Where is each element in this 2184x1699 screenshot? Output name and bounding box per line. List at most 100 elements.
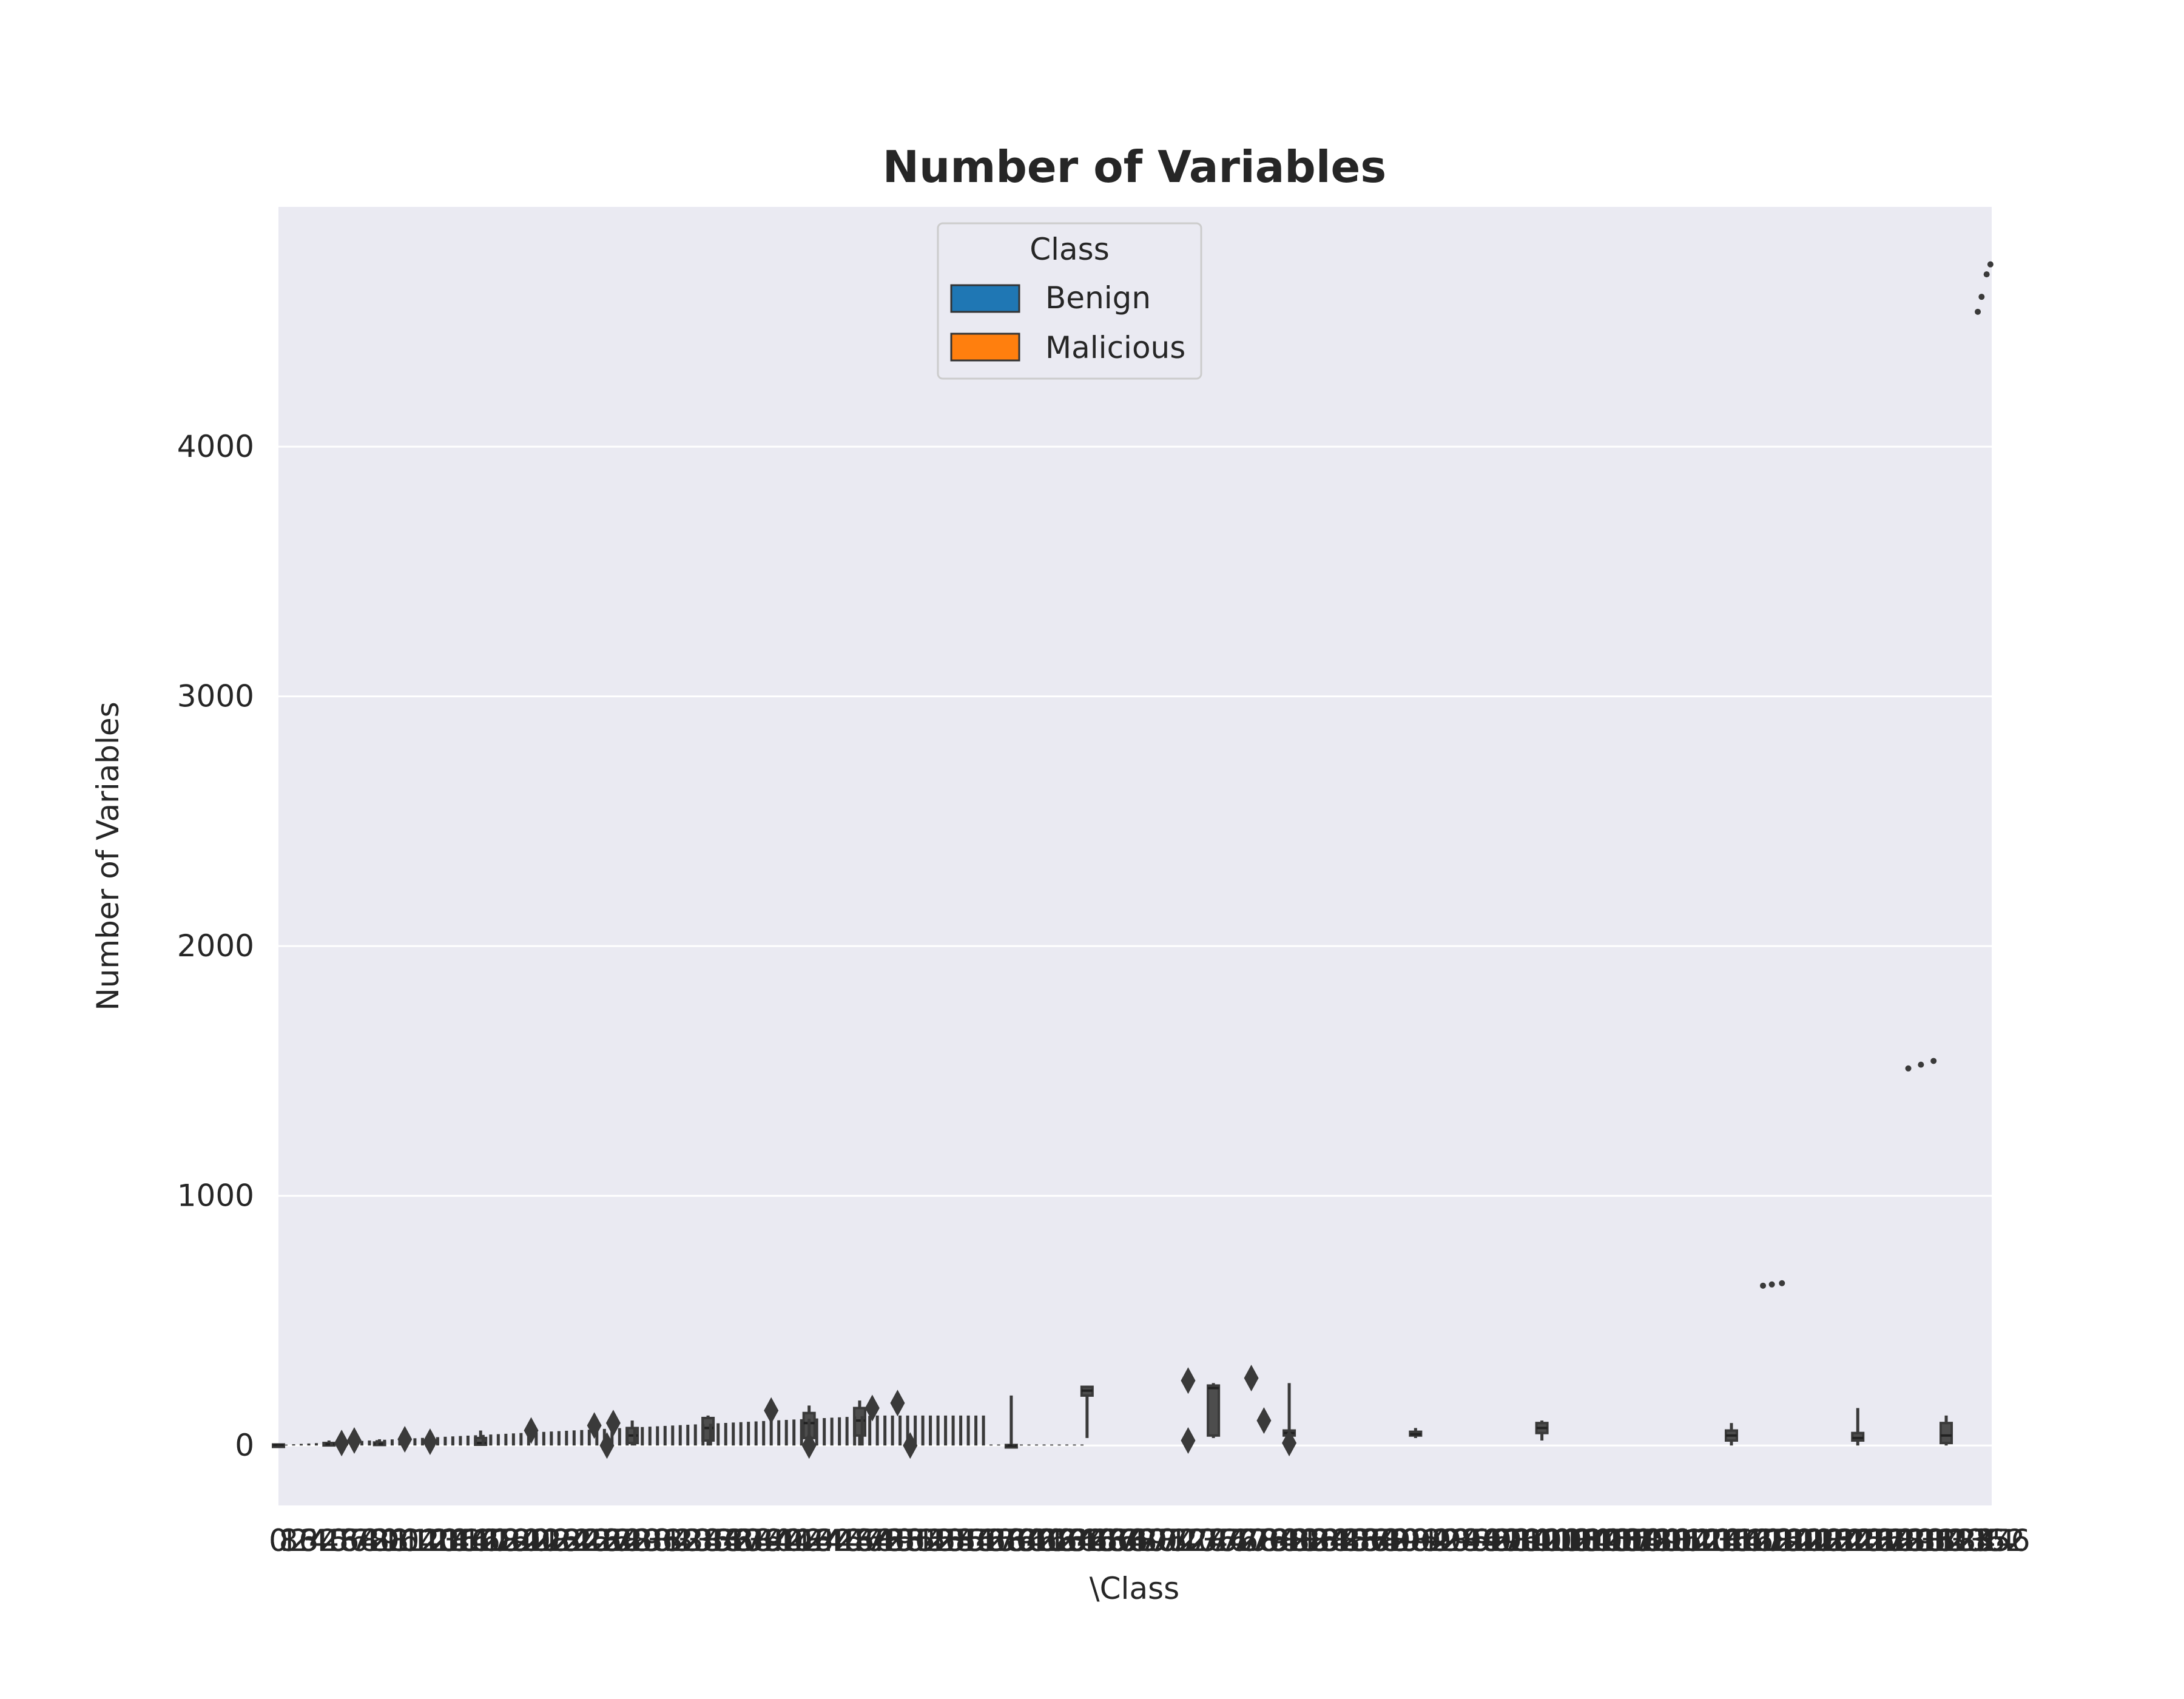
x-tick-label: 1288 — [1867, 1523, 1944, 1558]
x-tick-label: 1192 — [1746, 1523, 1823, 1558]
x-tick-label: 688 — [1119, 1523, 1176, 1558]
x-tick-label: 248 — [563, 1523, 621, 1558]
x-tick-label: 656 — [1078, 1523, 1136, 1558]
x-tick-label: 272 — [593, 1523, 651, 1558]
x-tick-label: 240 — [553, 1523, 610, 1558]
x-tick-label: 616 — [1028, 1523, 1085, 1558]
x-tick-label: 544 — [937, 1523, 994, 1558]
x-tick-label: 896 — [1381, 1523, 1439, 1558]
x-tick-label: 1296 — [1877, 1523, 1954, 1558]
x-tick-label: 824 — [1290, 1523, 1348, 1558]
x-tick-label: 904 — [1392, 1523, 1449, 1558]
x-tick-label: 880 — [1361, 1523, 1419, 1558]
x-tick-label: 80 — [360, 1523, 399, 1558]
x-tick-label: 152 — [442, 1523, 499, 1558]
x-tick-label: 408 — [765, 1523, 823, 1558]
x-tick-label: 1128 — [1665, 1523, 1742, 1558]
x-tick-label: 48 — [320, 1523, 359, 1558]
x-tick-label: 120 — [401, 1523, 459, 1558]
outlier-diamond — [890, 1390, 905, 1417]
x-tick-label: 360 — [704, 1523, 762, 1558]
x-tick-label: 776 — [1230, 1523, 1287, 1558]
chart-title: Number of Variables — [883, 141, 1386, 192]
outlier-point — [1987, 261, 1994, 268]
outlier-diamond — [587, 1412, 602, 1439]
x-tick-label: 856 — [1331, 1523, 1389, 1558]
box-marks — [272, 261, 1994, 1459]
x-tick-label: 832 — [1301, 1523, 1358, 1558]
x-tick-label: 376 — [724, 1523, 782, 1558]
x-tick-label: 960 — [1463, 1523, 1520, 1558]
x-tick-label: 848 — [1321, 1523, 1378, 1558]
outlier-diamond — [903, 1432, 918, 1459]
x-tick-label: 480 — [856, 1523, 914, 1558]
x-tick-label: 168 — [462, 1523, 519, 1558]
x-tick-label: 1024 — [1534, 1523, 1611, 1558]
x-tick-label: 696 — [1129, 1523, 1187, 1558]
legend: Class Benign Malicious — [937, 222, 1202, 380]
x-tick-label: 1144 — [1685, 1523, 1762, 1558]
x-tick-label: 72 — [350, 1523, 389, 1558]
x-tick-label: 576 — [977, 1523, 1035, 1558]
x-tick-label: 320 — [654, 1523, 712, 1558]
x-tick-label: 1088 — [1614, 1523, 1691, 1558]
x-tick-label: 216 — [522, 1523, 580, 1558]
x-tick-label: 1080 — [1605, 1523, 1682, 1558]
x-tick-label: 1136 — [1675, 1523, 1752, 1558]
x-tick-label: 792 — [1250, 1523, 1308, 1558]
x-tick-label: 760 — [1210, 1523, 1267, 1558]
x-tick-label: 944 — [1442, 1523, 1500, 1558]
x-tick-label: 864 — [1341, 1523, 1399, 1558]
y-tick-label: 4000 — [177, 429, 254, 464]
x-tick-label: 1200 — [1756, 1523, 1833, 1558]
x-tick-label: 664 — [1088, 1523, 1146, 1558]
outlier-point — [1975, 308, 1981, 315]
x-tick-label: 392 — [745, 1523, 803, 1558]
x-ticks: 0816243240485664728088961041121201281361… — [269, 1523, 2031, 1558]
x-tick-label: 528 — [917, 1523, 974, 1558]
x-tick-label: 1328 — [1918, 1523, 1995, 1558]
x-tick-label-end: 0 — [269, 1523, 288, 1558]
x-tick-label: 624 — [1038, 1523, 1096, 1558]
x-tick-label: 1008 — [1514, 1523, 1591, 1558]
x-tick-label: 672 — [1099, 1523, 1156, 1558]
x-tick-label-end: 1356 — [1953, 1523, 2030, 1558]
x-tick-label: 976 — [1483, 1523, 1540, 1558]
x-tick-label: 1224 — [1786, 1523, 1863, 1558]
outlier-point — [1905, 1065, 1912, 1072]
outlier-diamond — [1181, 1367, 1196, 1394]
x-tick-label: 1112 — [1645, 1523, 1722, 1558]
x-tick-label: 936 — [1432, 1523, 1490, 1558]
x-tick-label: 752 — [1199, 1523, 1257, 1558]
x-tick-label: 400 — [755, 1523, 812, 1558]
x-tick-label: 312 — [644, 1523, 701, 1558]
x-tick-label: 720 — [1159, 1523, 1217, 1558]
outlier-diamond — [1244, 1365, 1259, 1392]
x-tick-label: 56 — [330, 1523, 369, 1558]
x-tick-label: 736 — [1179, 1523, 1237, 1558]
x-tick-label: 928 — [1422, 1523, 1480, 1558]
outlier-point — [1930, 1058, 1937, 1064]
x-tick-label: 536 — [927, 1523, 985, 1558]
x-tick-label: 600 — [1008, 1523, 1065, 1558]
y-axis-label: Number of Variables — [90, 701, 126, 1010]
legend-label-benign: Benign — [1045, 280, 1151, 316]
x-tick-label: 344 — [684, 1523, 742, 1558]
x-tick-label: 184 — [482, 1523, 539, 1558]
x-tick-label: 280 — [603, 1523, 661, 1558]
x-tick-label: 264 — [583, 1523, 641, 1558]
x-tick-label: 1344 — [1938, 1523, 2015, 1558]
x-tick-label: 256 — [573, 1523, 630, 1558]
x-tick-label: 512 — [897, 1523, 954, 1558]
x-tick-label: 872 — [1351, 1523, 1409, 1558]
outlier-diamond — [422, 1428, 437, 1456]
x-tick-label: 424 — [785, 1523, 843, 1558]
x-tick-label: 632 — [1048, 1523, 1105, 1558]
x-tick-label: 0 — [269, 1523, 288, 1558]
x-tick-label: 104 — [381, 1523, 439, 1558]
x-tick-label: 680 — [1108, 1523, 1166, 1558]
x-tick-label: 520 — [906, 1523, 964, 1558]
x-tick-label: 144 — [431, 1523, 489, 1558]
x-tick-label: 1160 — [1705, 1523, 1782, 1558]
outlier-point — [1768, 1281, 1775, 1288]
